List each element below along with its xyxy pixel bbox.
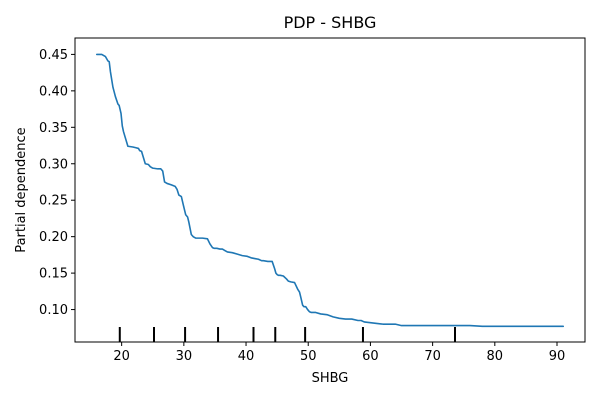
x-tick-label: 90 bbox=[549, 349, 566, 364]
y-tick-label: 0.15 bbox=[39, 267, 68, 282]
y-tick-label: 0.20 bbox=[39, 230, 68, 245]
y-tick-label: 0.35 bbox=[39, 121, 68, 136]
x-tick-label: 30 bbox=[176, 349, 193, 364]
x-axis: 20 30 40 50 60 70 80 90 bbox=[113, 342, 565, 364]
x-tick-label: 80 bbox=[487, 349, 504, 364]
x-tick-label: 40 bbox=[238, 349, 255, 364]
y-axis: 0.10 0.15 0.20 0.25 0.30 0.35 0.40 0.45 bbox=[39, 48, 75, 318]
x-tick-label: 60 bbox=[362, 349, 379, 364]
x-tick-label: 70 bbox=[424, 349, 441, 364]
y-tick-label: 0.10 bbox=[39, 303, 68, 318]
x-axis-label: SHBG bbox=[312, 371, 349, 386]
y-tick-label: 0.40 bbox=[39, 84, 68, 99]
y-tick-label: 0.30 bbox=[39, 157, 68, 172]
x-tick-label: 20 bbox=[113, 349, 130, 364]
series-line bbox=[95, 53, 565, 328]
plot-frame bbox=[74, 37, 586, 343]
y-tick-label: 0.45 bbox=[39, 48, 68, 63]
chart-title: PDP - SHBG bbox=[284, 13, 377, 32]
y-tick-label: 0.25 bbox=[39, 194, 68, 209]
plot-area bbox=[95, 53, 565, 342]
x-tick-label: 50 bbox=[300, 349, 317, 364]
y-axis-label: Partial dependence bbox=[14, 127, 29, 252]
